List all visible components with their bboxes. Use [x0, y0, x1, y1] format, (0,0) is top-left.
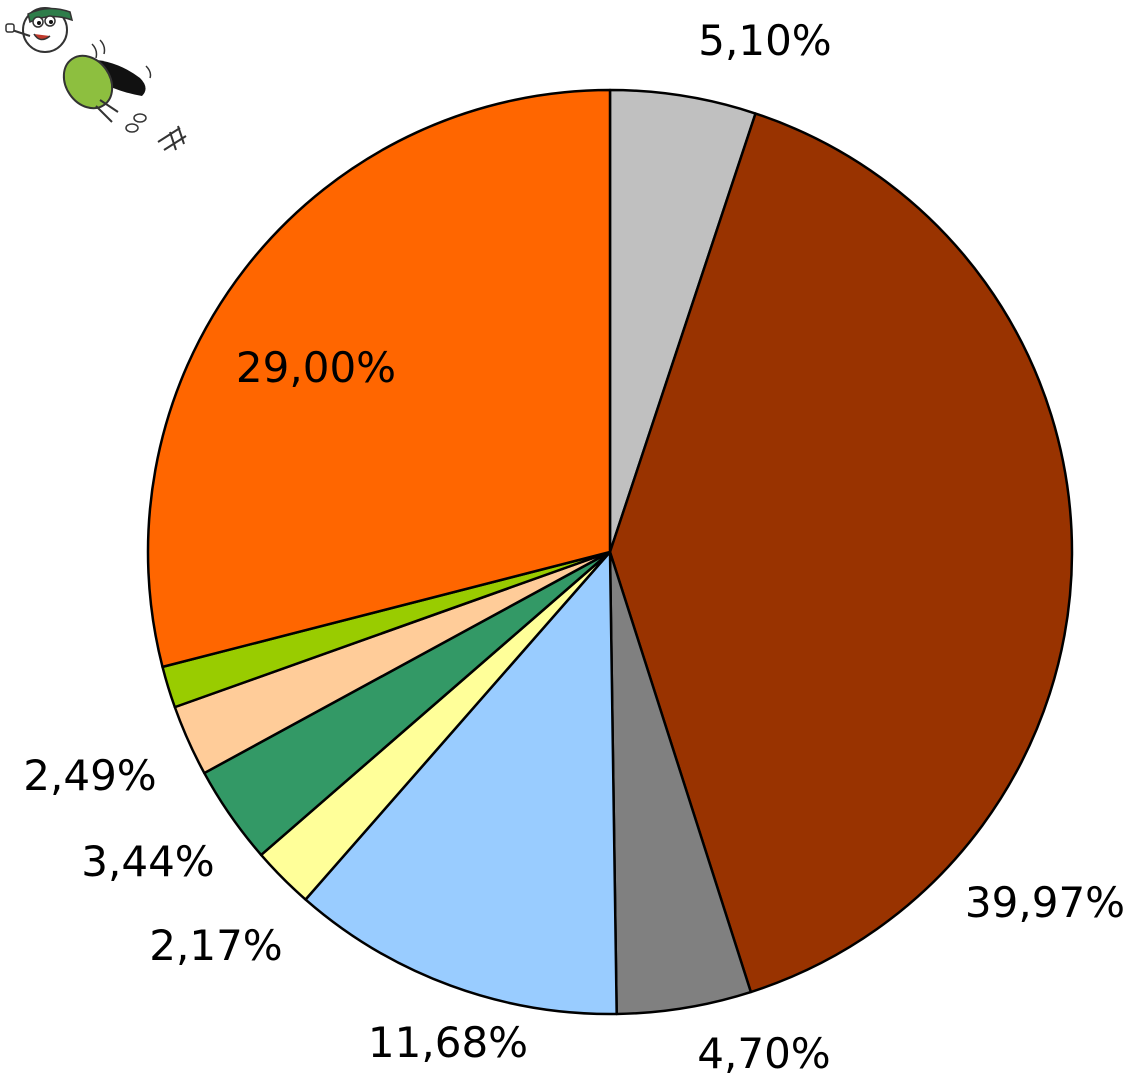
slice-label-2: 39,97% — [965, 878, 1125, 927]
slice-label-1: 5,10% — [698, 16, 831, 65]
pie-slice-1 — [608, 88, 757, 554]
slice-label-5: 2,17% — [149, 921, 282, 970]
pie-slice-9 — [146, 88, 612, 669]
slice-label-6: 3,44% — [81, 837, 214, 886]
pie-slice-4 — [304, 550, 618, 1016]
slice-label-9: 29,00% — [236, 343, 396, 392]
slice-label-7: 2,49% — [23, 751, 156, 800]
slice-label-4: 11,68% — [368, 1018, 528, 1067]
pie-slice-2 — [608, 112, 1074, 994]
flying-caped-mascot-icon — [5, 7, 187, 151]
slice-label-3: 4,70% — [697, 1029, 830, 1075]
